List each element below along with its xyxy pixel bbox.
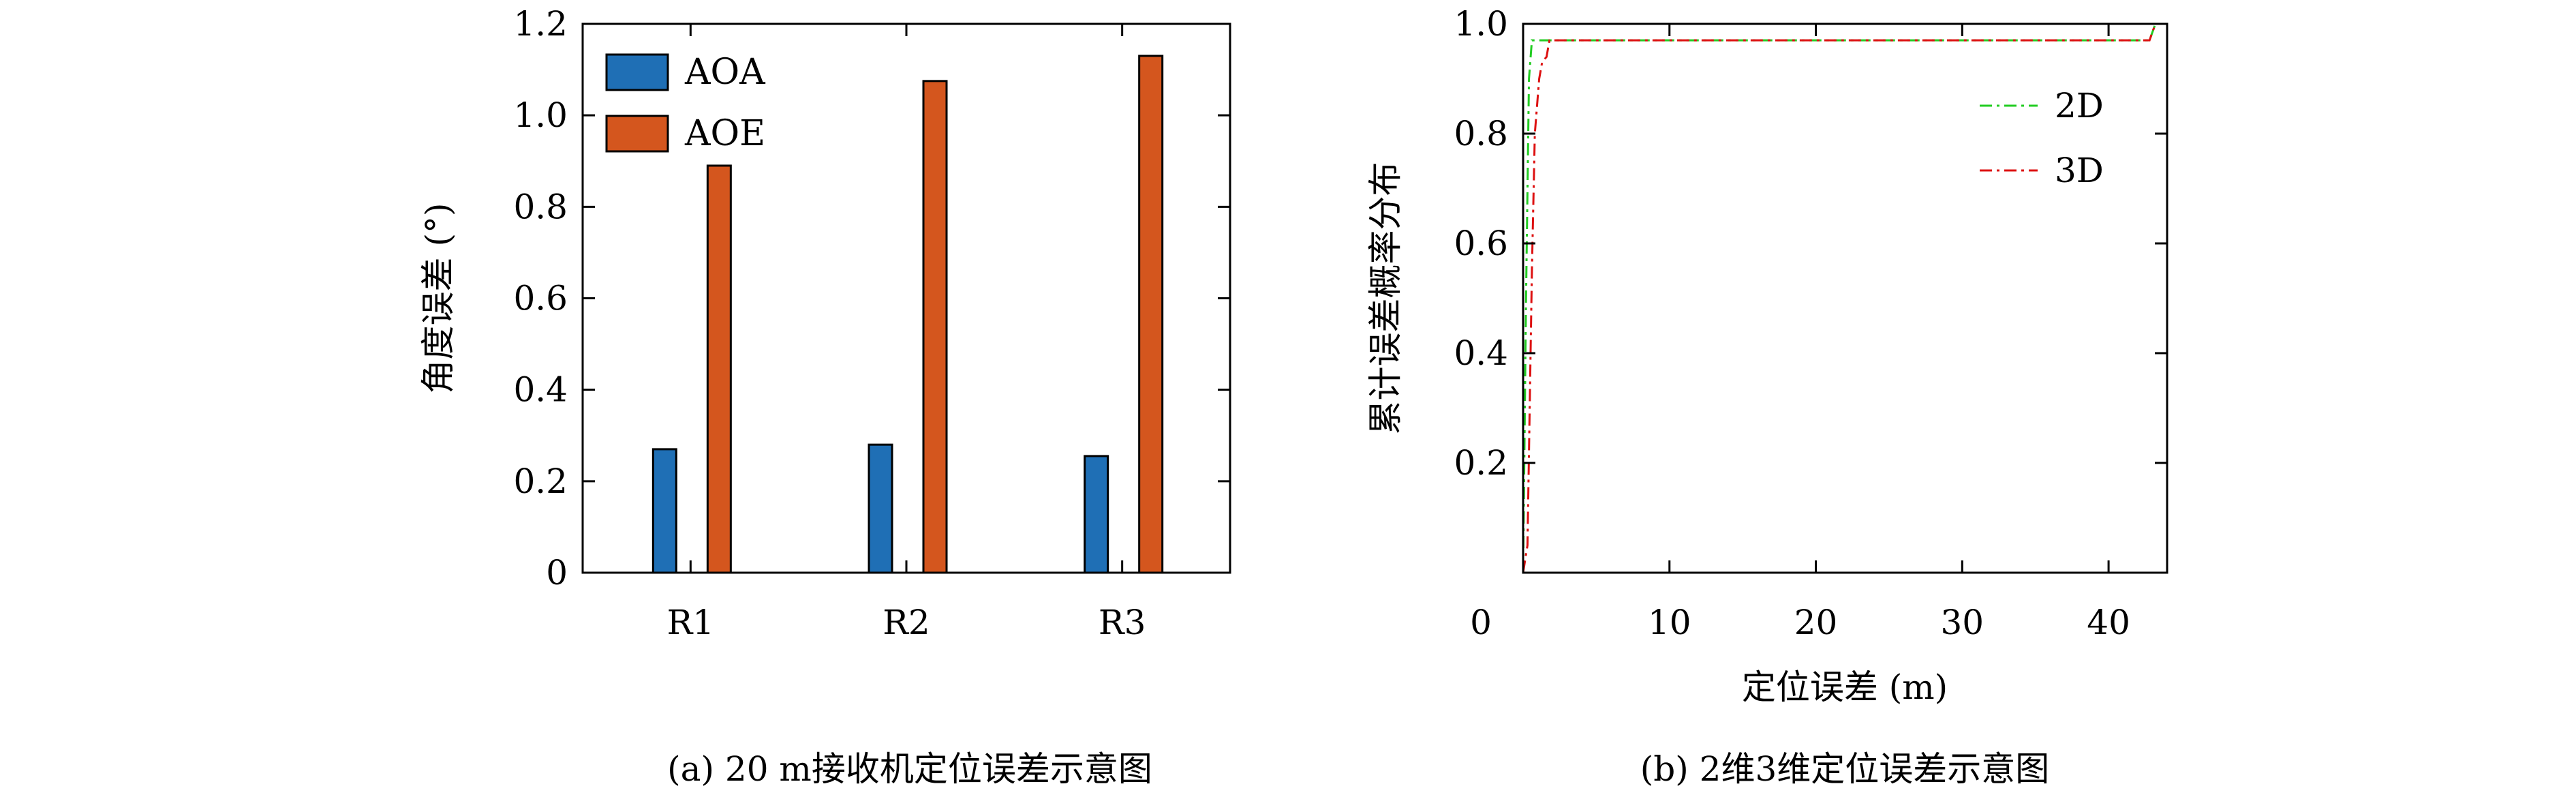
bar-chart-panel: 0 0.2 0.4 0.6 0.8 1.0 1.2 R1 R2 R3 AOA AOE 角度误差 (… — [418, 4, 1231, 789]
cdf-chart-x-axis-label: 定位误差 (m) — [1742, 667, 1948, 707]
x-tick-label: 0 — [1470, 603, 1492, 642]
x-tick-label: 10 — [1648, 603, 1691, 642]
legend-label-aoa: AOA — [684, 52, 766, 93]
bar-chart-y-axis-label: 角度误差 (°) — [418, 203, 458, 394]
x-tick-label: 40 — [2087, 603, 2130, 642]
y-tick-label: 0.2 — [1454, 443, 1508, 483]
bar-chart-y-ticks: 0 0.2 0.4 0.6 0.8 1.0 1.2 — [513, 4, 1230, 592]
bar-aoe — [922, 80, 948, 574]
y-tick-label: 0.2 — [513, 462, 568, 501]
y-tick-label: 0.8 — [1454, 114, 1508, 153]
cdf-chart-x-ticks: 0 10 20 30 40 — [1470, 24, 2130, 642]
cdf-chart-y-ticks: 0.2 0.4 0.6 0.8 1.0 — [1454, 4, 2167, 483]
y-tick-label: 0.8 — [513, 187, 568, 226]
x-tick-label: R2 — [883, 603, 930, 642]
cdf-chart-plot-frame — [1522, 22, 2168, 574]
bar-aoe — [706, 164, 732, 574]
y-tick-label: 0.4 — [513, 370, 568, 410]
y-tick-label: 0 — [546, 553, 568, 592]
legend-label-2d: 2D — [2055, 86, 2104, 125]
legend-label-3d: 3D — [2055, 151, 2104, 190]
y-tick-label: 1.2 — [513, 4, 568, 44]
x-tick-label: R3 — [1099, 603, 1146, 642]
y-tick-label: 0.6 — [513, 279, 568, 318]
cdf-chart-legend: 2D 3D — [1980, 86, 2104, 190]
cdf-chart-lines — [1522, 22, 2167, 573]
legend-swatch-aoe — [605, 115, 669, 153]
x-tick-label: R1 — [667, 603, 714, 642]
x-tick-label: 20 — [1794, 603, 1838, 642]
cdf-line-3d — [1522, 22, 2167, 573]
bar-aoa — [651, 448, 677, 574]
bar-aoa — [1084, 455, 1109, 574]
legend-swatch-aoa — [605, 53, 669, 91]
bar-chart-caption: (a) 20 m接收机定位误差示意图 — [667, 749, 1152, 789]
cdf-chart-y-axis-label: 累计误差概率分布 — [1366, 162, 1405, 435]
bar-aoa — [868, 443, 893, 574]
legend-label-aoe: AOE — [684, 113, 765, 154]
y-tick-label: 0.4 — [1454, 333, 1508, 373]
x-tick-label: 30 — [1941, 603, 1984, 642]
cdf-chart-caption: (b) 2维3维定位误差示意图 — [1640, 749, 2050, 789]
bar-chart-bars — [651, 55, 1164, 574]
bar-chart-plot-frame — [581, 22, 1231, 574]
bar-aoe — [1138, 55, 1164, 574]
y-tick-label: 0.6 — [1454, 224, 1508, 263]
bar-chart-legend: AOA AOE — [605, 52, 766, 154]
y-tick-label: 1.0 — [513, 95, 568, 135]
y-tick-label: 1.0 — [1454, 4, 1508, 44]
bar-chart-x-ticks: R1 R2 R3 — [667, 24, 1146, 642]
